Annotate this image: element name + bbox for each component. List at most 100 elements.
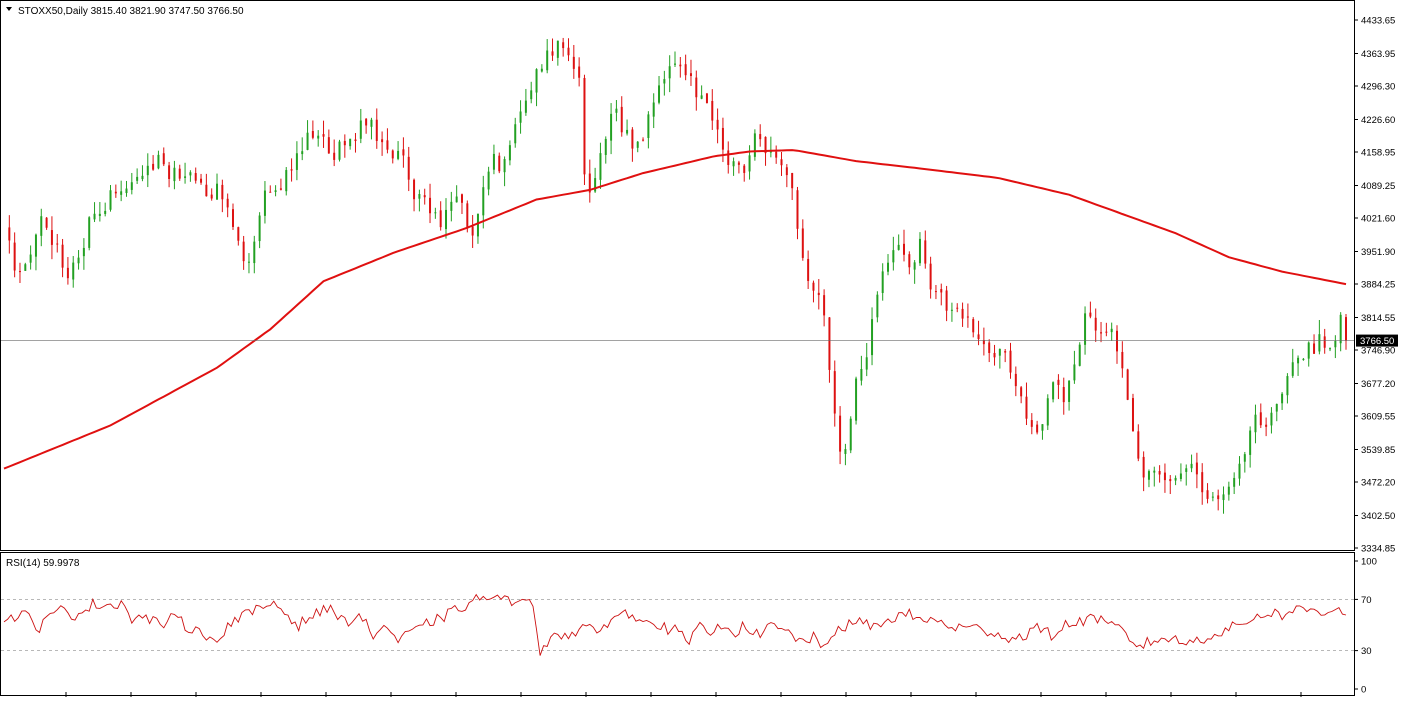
candle-body (892, 250, 895, 263)
candle-body (93, 213, 96, 220)
candle-body (871, 319, 874, 356)
candle-body (50, 230, 53, 245)
candle-body (1030, 420, 1033, 427)
candle-body (1179, 473, 1182, 479)
candle-body (658, 85, 661, 103)
candle-body (492, 153, 495, 170)
price-tick-label: 4158.95 (1361, 148, 1395, 159)
candle-body (732, 161, 735, 167)
candle-body (237, 227, 240, 241)
candle-body (178, 168, 181, 179)
candle-body (184, 176, 187, 178)
candle-body (279, 188, 282, 190)
candle-body (1323, 336, 1326, 348)
candle-body (439, 210, 442, 228)
candle-body (434, 212, 437, 214)
candle-body (205, 184, 208, 197)
rsi-tick-label: 0 (1361, 685, 1366, 696)
candle-body (1302, 358, 1305, 360)
candle-body (445, 209, 448, 230)
candle-body (1313, 343, 1316, 354)
candle-body (1068, 380, 1071, 402)
candle-body (716, 119, 719, 130)
candle-body (615, 108, 618, 113)
candle-body (982, 340, 985, 345)
candle-body (604, 138, 607, 155)
candle-body (1174, 477, 1177, 481)
candle-body (1297, 357, 1300, 364)
chevron-down-icon[interactable] (6, 7, 12, 11)
candle-body (407, 156, 410, 180)
candle-body (924, 240, 927, 264)
candle-body (104, 210, 107, 214)
candle-body (1089, 312, 1092, 317)
candle-body (1078, 344, 1081, 366)
candle-body (391, 150, 394, 159)
candle-body (290, 169, 293, 171)
candle-body (1275, 403, 1278, 412)
candle-body (1281, 393, 1284, 404)
price-tick-label: 3746.90 (1361, 346, 1395, 357)
price-tick-label: 4021.60 (1361, 214, 1395, 225)
candle-body (1084, 313, 1087, 345)
candle-body (562, 42, 565, 49)
candle-body (1190, 463, 1193, 469)
candle-body (1020, 387, 1023, 397)
candle-body (13, 242, 16, 271)
candle-body (1254, 414, 1257, 433)
candle-body (1329, 348, 1332, 350)
candle-body (1169, 479, 1172, 482)
candle-body (1094, 317, 1097, 331)
candle-body (855, 378, 858, 421)
candle-body (498, 155, 501, 172)
candle-body (753, 133, 756, 157)
candle-body (1345, 317, 1347, 341)
candle-body (1137, 431, 1140, 459)
candle-body (77, 257, 80, 264)
candle-body (700, 95, 703, 99)
candle-body (540, 68, 543, 72)
candle-body (791, 173, 794, 189)
candle-body (216, 183, 219, 200)
candle-body (1195, 462, 1198, 475)
candle-body (647, 114, 650, 138)
rsi-tick-label: 100 (1361, 557, 1377, 568)
candle-body (684, 64, 687, 76)
candle-body (1185, 468, 1188, 472)
candle-body (402, 149, 405, 156)
candle-body (1131, 398, 1134, 432)
candle-body (844, 449, 847, 454)
candle-body (413, 179, 416, 200)
candle-body (705, 93, 708, 104)
candle-body (780, 159, 783, 166)
rsi-tick-label: 70 (1361, 595, 1372, 606)
candle-body (610, 113, 613, 141)
candle-body (679, 64, 682, 67)
candle-body (61, 244, 64, 268)
candle-body (1217, 495, 1220, 500)
candle-body (599, 153, 602, 180)
candle-body (471, 226, 474, 236)
candle-body (993, 352, 996, 358)
symbol-header: STOXX50,Daily 3815.40 3821.90 3747.50 37… (18, 6, 244, 17)
candle-body (311, 131, 314, 138)
candle-body (514, 124, 517, 144)
candle-body (807, 258, 810, 281)
candle-body (66, 267, 69, 279)
price-tick-label: 3884.25 (1361, 280, 1395, 291)
candle-body (1121, 351, 1124, 369)
candle-body (152, 163, 155, 170)
candle-body (162, 153, 165, 165)
candle-body (381, 139, 384, 143)
candle-body (200, 178, 203, 183)
candle-body (1073, 364, 1076, 381)
price-tick-label: 3814.55 (1361, 313, 1395, 324)
candle-body (588, 173, 591, 193)
candle-body (503, 159, 506, 173)
candle-body (1227, 486, 1230, 495)
candle-body (849, 418, 852, 451)
candle-body (524, 100, 527, 113)
candle-body (860, 369, 863, 381)
candle-body (1307, 342, 1310, 359)
price-tick-label: 4363.95 (1361, 49, 1395, 60)
